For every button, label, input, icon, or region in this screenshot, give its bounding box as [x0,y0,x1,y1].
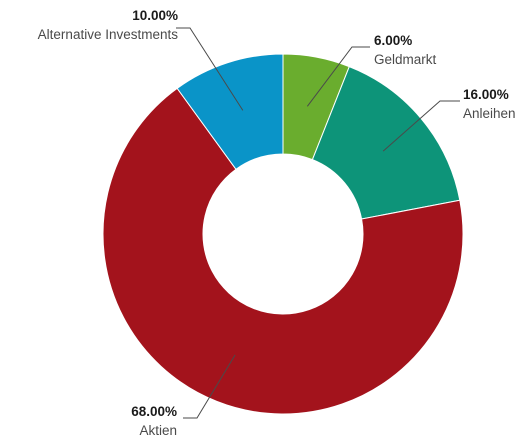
slice-alternative-investments [176,53,284,170]
category-label-anleihen: Anleihen [463,106,516,121]
value-label-aktien: 68.00% [131,404,177,419]
donut-slices [102,53,464,415]
leader-line-alternative-investments [176,27,244,111]
category-label-alternative-investments: Alternative Investments [38,27,179,42]
leader-line-anleihen [382,100,460,152]
value-label-anleihen: 16.00% [463,87,509,102]
leader-line-geldmarkt [306,46,370,107]
leader-line-aktien [183,354,236,419]
slice-aktien [102,87,464,415]
slice-anleihen [311,65,461,220]
value-label-alternative-investments: 10.00% [132,8,178,23]
value-label-geldmarkt: 6.00% [374,33,412,48]
category-label-geldmarkt: Geldmarkt [374,52,437,67]
category-label-aktien: Aktien [139,423,177,438]
slice-labels: 6.00% Geldmarkt 16.00% Anleihen 68.00% Aktien… [38,8,516,438]
